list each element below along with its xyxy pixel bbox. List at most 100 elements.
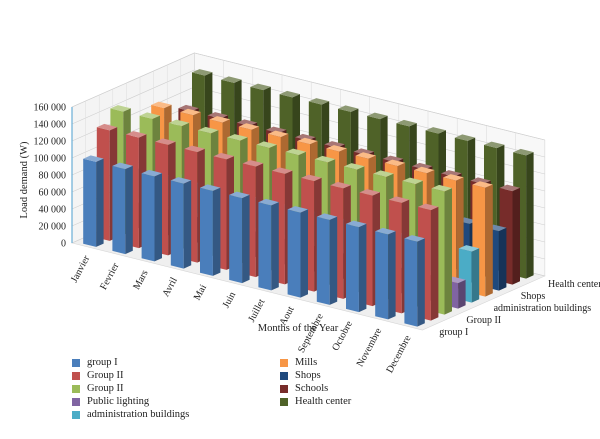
bar-top (418, 203, 439, 211)
bar-top (330, 181, 351, 189)
bar-top (207, 112, 228, 119)
bar-top (180, 108, 201, 116)
bar-front (112, 165, 126, 255)
bar-side (329, 216, 338, 305)
bar-top (470, 177, 491, 184)
depth-tick-label: Shops (521, 291, 546, 302)
bar-group-i-septembre (316, 213, 338, 305)
bar-top (301, 174, 322, 182)
bar-top (412, 162, 433, 170)
bar-side (388, 231, 396, 320)
bar-top (316, 213, 338, 220)
bar-top (353, 148, 374, 155)
bar-top (375, 227, 396, 235)
x-tick-label: Juillet (246, 297, 267, 324)
bar-side (242, 194, 250, 284)
bar-top (268, 130, 289, 138)
bar-top (425, 127, 446, 134)
bar-side (458, 279, 466, 309)
bar-top (295, 133, 316, 141)
bar-top (227, 134, 248, 141)
bar-top (139, 112, 160, 119)
bar-top (96, 123, 118, 131)
bar-top (198, 126, 219, 134)
depth-tick-label: administration buildings (494, 303, 592, 314)
bar-top (178, 104, 199, 112)
bar-top (250, 83, 271, 91)
bar-top (141, 169, 162, 177)
bar-top (382, 155, 404, 163)
bar-front (141, 173, 155, 262)
y-tick-label: 80 000 (39, 171, 67, 182)
bar-side (96, 158, 104, 247)
bar-top (308, 98, 330, 105)
bar-group-i-mars (141, 169, 162, 262)
bar-top (229, 191, 250, 199)
bar-side (498, 227, 507, 291)
bar-top (110, 105, 131, 112)
bar-group-i-octobre (346, 220, 367, 313)
bar-top (402, 177, 423, 185)
bar-top (209, 116, 230, 123)
bar-group-i-juin (229, 191, 250, 284)
y-tick-label: 160 000 (34, 103, 67, 114)
bar-top (458, 245, 480, 252)
y-tick-label: 20 000 (39, 222, 67, 233)
bar-top (373, 170, 394, 177)
x-tick-label: Fevrier (98, 261, 122, 292)
bar-side (212, 187, 221, 276)
bar-top (355, 152, 376, 159)
bar-front (346, 223, 359, 313)
bar-top (346, 220, 367, 228)
bar-top (192, 69, 213, 76)
depth-tick-label: Health center (548, 279, 600, 290)
depth-tick-label: group I (439, 327, 468, 338)
x-tick-label: Avril (161, 275, 180, 298)
bar-top (431, 184, 452, 192)
bar-side (512, 187, 520, 285)
bar-top (297, 137, 318, 145)
bar-top (242, 160, 264, 167)
y-axis-label: Load demand (W) (19, 141, 30, 218)
bar-top (443, 174, 464, 181)
bar-top (388, 196, 410, 203)
y-tick-label: 60 000 (39, 188, 67, 199)
bar-top (170, 177, 192, 184)
x-tick-label: Mai (192, 283, 209, 303)
bar-side (125, 165, 133, 255)
bar-group-i-mai (200, 184, 221, 276)
bar-top (359, 189, 380, 196)
bar-top (151, 101, 172, 109)
bar-top (441, 170, 462, 177)
bar-side (471, 248, 480, 303)
bar-side (526, 152, 534, 279)
chart-bars (83, 69, 534, 327)
bar-side (271, 202, 279, 291)
bar-side (358, 223, 367, 313)
bar-top (279, 90, 300, 98)
bar-front (83, 158, 97, 247)
bar-top (258, 198, 279, 206)
bar-side (430, 206, 439, 321)
x-tick-label: Mars (131, 268, 150, 291)
bar-top (200, 184, 221, 191)
bar-group-i-avril (170, 177, 192, 269)
bar-group-i-novembre (375, 227, 396, 320)
bar-top (367, 112, 388, 120)
bar-group-i-decembre (404, 235, 425, 327)
bar-side (154, 173, 162, 262)
bar-top (238, 123, 260, 130)
bar-top (126, 131, 147, 138)
bar-front (229, 194, 243, 284)
bar-front (258, 202, 272, 291)
depth-tick-label: Group II (466, 315, 501, 326)
bar-top (83, 155, 104, 162)
bar-top (256, 141, 277, 148)
bar-top (314, 155, 336, 163)
y-tick-label: 120 000 (34, 137, 67, 148)
y-tick-label: 100 000 (34, 154, 67, 165)
bar-side (444, 188, 452, 315)
bar-top (499, 184, 520, 192)
bar-side (417, 238, 425, 327)
x-tick-label: Novembre (355, 326, 385, 369)
